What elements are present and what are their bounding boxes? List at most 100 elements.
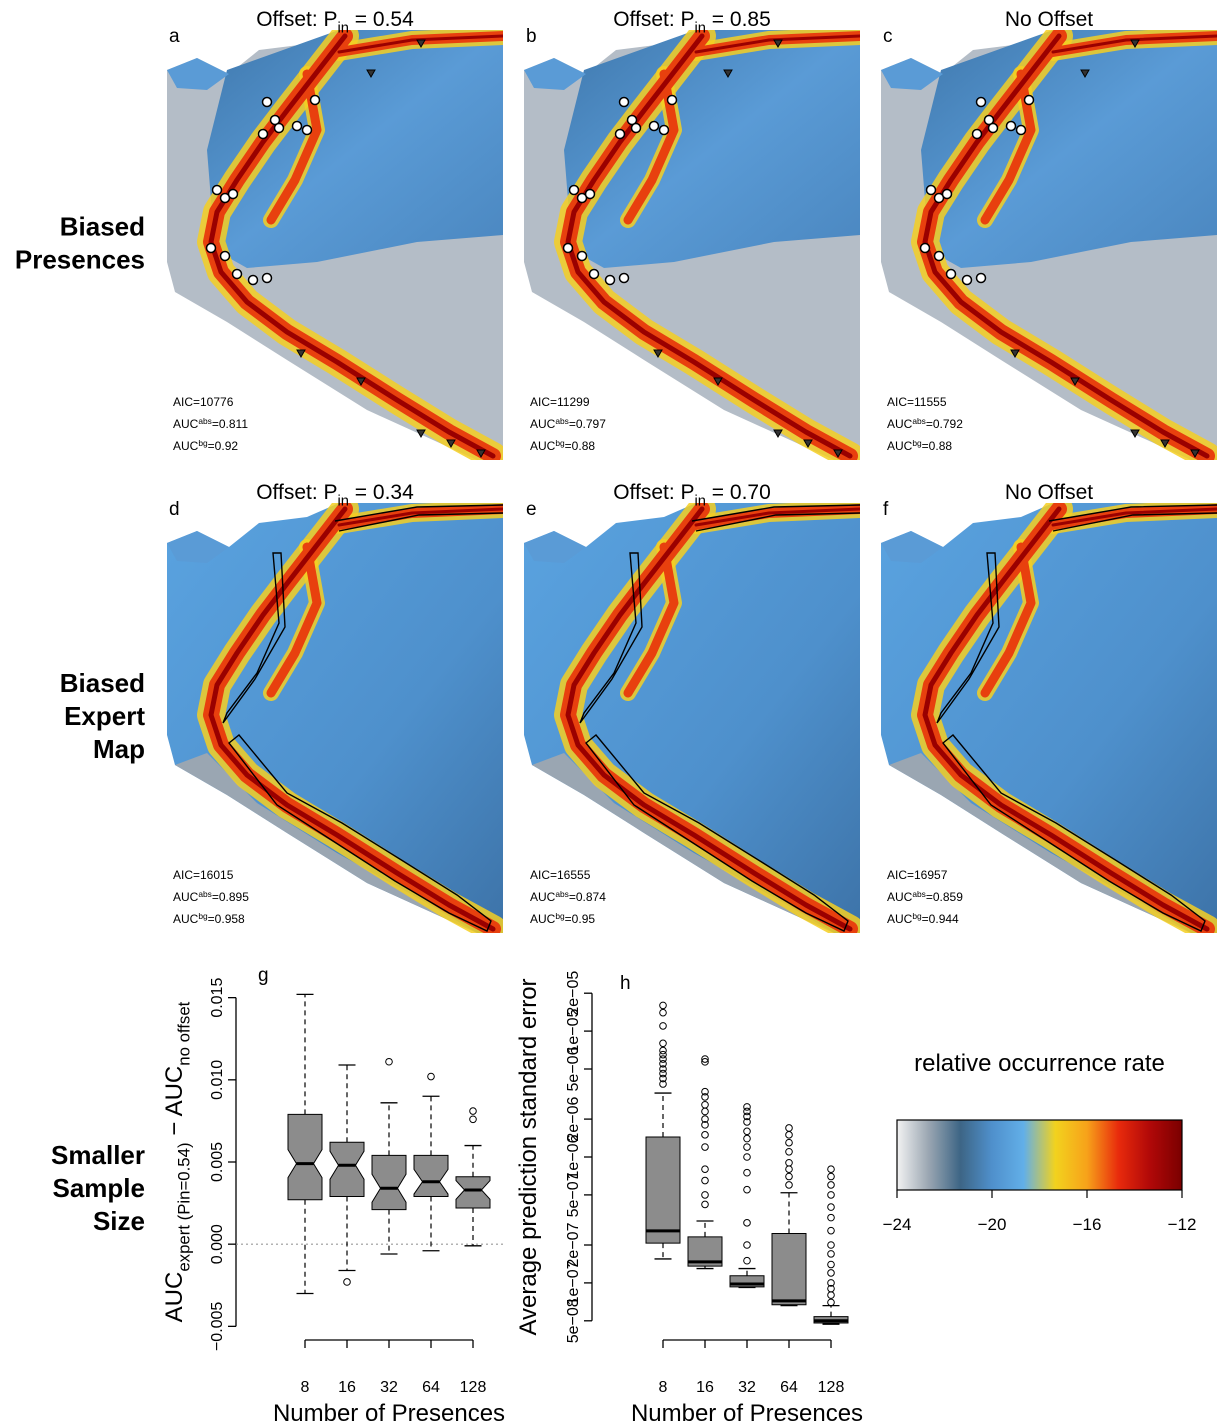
- outlier: [786, 1159, 793, 1166]
- map-title-part: in: [338, 21, 349, 37]
- box: [456, 1177, 490, 1208]
- outlier: [702, 1101, 709, 1108]
- map-stat: AUCabs=0.792: [887, 416, 963, 431]
- colorbar-tick-label: −12: [1168, 1215, 1197, 1234]
- outlier: [702, 1201, 709, 1208]
- outlier: [744, 1186, 751, 1193]
- outlier: [660, 1009, 667, 1016]
- colorbar-tick-label: −16: [1073, 1215, 1102, 1234]
- map-stat: AUCabs=0.859: [887, 889, 963, 904]
- row-label: Presences: [15, 244, 145, 274]
- map-stat-part: AUC: [530, 912, 556, 926]
- y-axis-label-part: − AUC: [161, 1066, 188, 1143]
- outlier: [786, 1148, 793, 1155]
- outlier: [702, 1132, 709, 1139]
- x-tick-label: 16: [338, 1379, 356, 1396]
- outlier: [828, 1204, 835, 1211]
- outlier: [786, 1139, 793, 1146]
- map-stat-part: AUC: [173, 417, 199, 431]
- x-tick-label: 32: [380, 1379, 398, 1396]
- colorbar: [897, 1120, 1182, 1190]
- map-stat-part: AIC=11555: [887, 395, 947, 409]
- box: [772, 1233, 806, 1304]
- row-label: Size: [93, 1206, 145, 1236]
- outlier: [744, 1128, 751, 1135]
- map-title-part: Offset: P: [256, 481, 337, 504]
- map-stat-part: AUC: [887, 417, 913, 431]
- map-title: No Offset: [1005, 481, 1093, 504]
- x-tick-label: 8: [301, 1379, 310, 1396]
- outlier: [744, 1242, 751, 1249]
- y-tick-label: 0.005: [209, 1142, 226, 1182]
- map-stat-part: bg: [198, 438, 208, 448]
- map-stat-part: bg: [555, 438, 565, 448]
- map-stat: AUCbg=0.88: [530, 438, 595, 453]
- map-stat-part: AUC: [530, 890, 556, 904]
- map-stat-part: =0.895: [212, 890, 249, 904]
- map-stat-part: AUC: [887, 912, 913, 926]
- row-label: Smaller: [51, 1140, 145, 1170]
- map-title-part: = 0.54: [349, 8, 414, 31]
- outlier: [702, 1192, 709, 1199]
- x-axis-label: Number of Presences: [631, 1400, 863, 1424]
- outlier: [744, 1257, 751, 1264]
- map-stat-part: AUC: [173, 912, 199, 926]
- map-title-part: Offset: P: [613, 481, 694, 504]
- outlier: [828, 1299, 835, 1306]
- box: [288, 1114, 322, 1199]
- panel-letter: d: [169, 499, 180, 520]
- map-stat: AUCbg=0.92: [173, 438, 238, 453]
- outlier: [386, 1058, 393, 1065]
- map-stat: AUCabs=0.874: [530, 889, 606, 904]
- outlier: [828, 1270, 835, 1277]
- map-title-part: = 0.85: [706, 8, 771, 31]
- colorbar-tick-label: −24: [883, 1215, 912, 1234]
- map-stat-part: bg: [912, 911, 922, 921]
- y-tick-label: 0.000: [209, 1224, 226, 1264]
- outlier: [660, 1002, 667, 1009]
- row-label: Biased: [60, 668, 145, 698]
- map-stat: AUCabs=0.895: [173, 889, 249, 904]
- outlier: [828, 1261, 835, 1268]
- map-stat-part: bg: [555, 911, 565, 921]
- x-tick-label: 16: [696, 1379, 714, 1396]
- map-title-part: No Offset: [1005, 481, 1093, 504]
- x-axis-label: Number of Presences: [273, 1400, 505, 1424]
- outlier: [828, 1251, 835, 1258]
- outlier: [786, 1173, 793, 1180]
- panel-letter: e: [526, 499, 537, 520]
- map-stat-part: AUC: [173, 890, 199, 904]
- map-stat-part: bg: [198, 911, 208, 921]
- map-stat-part: abs: [198, 416, 212, 426]
- map-stat-part: AUC: [530, 417, 556, 431]
- outlier: [828, 1214, 835, 1221]
- map-stat-part: AUC: [530, 439, 556, 453]
- x-tick-label: 64: [422, 1379, 440, 1396]
- map-stat-part: bg: [912, 438, 922, 448]
- outlier: [786, 1182, 793, 1189]
- y-axis-label-part: no offset: [175, 1001, 194, 1065]
- map-stat-part: =0.95: [565, 912, 596, 926]
- outlier: [744, 1154, 751, 1161]
- map-stat-part: =0.792: [926, 417, 963, 431]
- outlier: [702, 1108, 709, 1115]
- map-stat-part: abs: [912, 416, 926, 426]
- map-stat: AIC=16555: [530, 868, 591, 882]
- map-stat-part: AUC: [173, 439, 199, 453]
- outlier: [344, 1279, 351, 1286]
- map-stat-part: abs: [912, 889, 926, 899]
- map-stat-part: =0.88: [922, 439, 953, 453]
- map-stat-part: =0.859: [926, 890, 963, 904]
- map-stat: AIC=11299: [530, 395, 590, 409]
- y-axis-label-part: AUC: [161, 1272, 188, 1323]
- map-stat-part: AIC=16555: [530, 868, 591, 882]
- map-stat: AUCbg=0.944: [887, 911, 959, 926]
- map-stat-part: =0.811: [212, 417, 248, 431]
- outlier: [702, 1166, 709, 1173]
- map-title: No Offset: [1005, 8, 1093, 31]
- map-stat-part: =0.874: [569, 890, 606, 904]
- outlier: [660, 1040, 667, 1047]
- map-stat: AUCbg=0.95: [530, 911, 595, 926]
- map-stat-part: AIC=16015: [173, 868, 234, 882]
- map-stat-part: abs: [555, 416, 569, 426]
